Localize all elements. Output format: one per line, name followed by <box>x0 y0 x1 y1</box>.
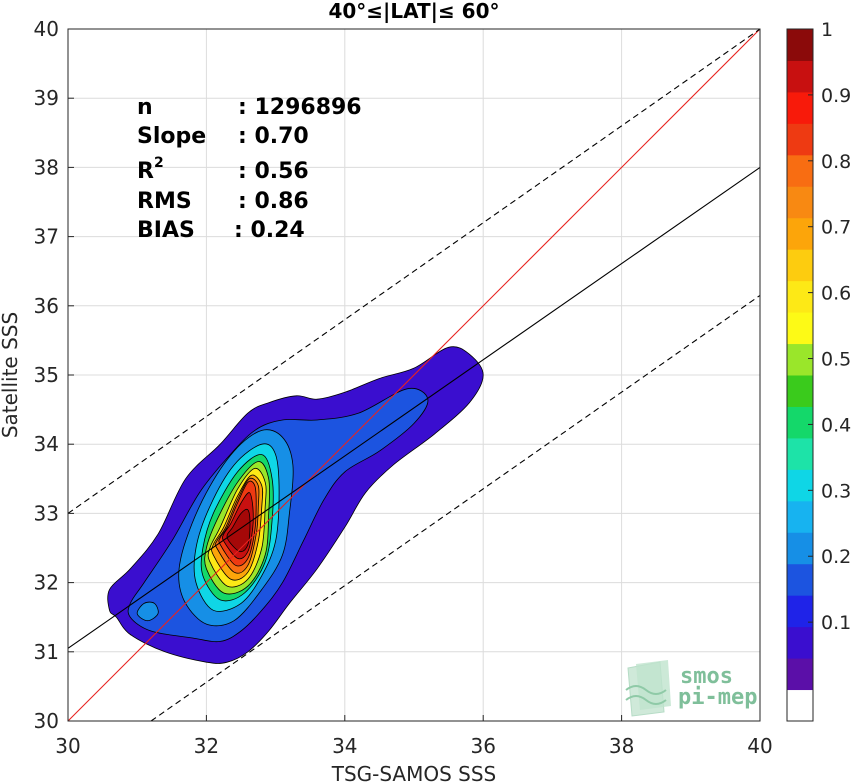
logo-emblem-icon <box>625 660 671 717</box>
colorbar <box>786 28 814 722</box>
contour-level-0.97 <box>226 508 251 553</box>
colorbar-segment <box>787 469 813 502</box>
y-tick-label: 33 <box>34 501 59 525</box>
colorbar-segment <box>787 532 813 565</box>
colorbar-tick-label: 0.8 <box>821 151 851 173</box>
smos-pi-mep-logo: smos pi-mep <box>625 660 757 717</box>
y-tick-label: 37 <box>34 225 59 249</box>
y-tick-label: 35 <box>34 363 59 387</box>
y-axis-label: Satellite SSS <box>0 312 22 438</box>
colorbar-tick-label: 0.4 <box>821 414 851 436</box>
colorbar-tick-label: 1 <box>821 19 833 41</box>
logo-line1: smos <box>680 664 733 689</box>
stat-value: : 1296896 <box>238 95 362 120</box>
x-tick-label: 32 <box>194 734 219 758</box>
x-tick-label: 30 <box>55 734 80 758</box>
chart-title: 40°≤|LAT|≤ 60° <box>328 0 499 23</box>
y-axis-ticks: 30 31 32 33 34 35 36 37 38 39 40 <box>34 17 74 733</box>
stat-value: : 0.56 <box>238 159 309 184</box>
line-upper-bound <box>67 28 761 514</box>
colorbar-frame <box>786 28 814 722</box>
x-axis-ticks: 30 32 34 36 38 40 <box>55 715 773 758</box>
x-tick-label: 40 <box>747 734 772 758</box>
x-axis-label: TSG-SAMOS SSS <box>331 762 497 784</box>
colorbar-segment <box>787 217 813 250</box>
y-tick-label: 34 <box>34 432 59 456</box>
y-tick-label: 40 <box>34 17 59 41</box>
stat-label: n <box>137 95 153 120</box>
reference-lines <box>67 28 761 722</box>
line-lower-bound <box>150 294 761 722</box>
contour-blob-0.25 <box>136 601 159 622</box>
colorbar-segment <box>787 91 813 124</box>
x-tick-label: 34 <box>332 734 357 758</box>
y-tick-label: 36 <box>34 294 59 318</box>
colorbar-tick-label: 0.3 <box>821 480 851 502</box>
colorbar-segment <box>787 312 813 345</box>
colorbar-segment <box>787 406 813 439</box>
x-tick-label: 38 <box>609 734 634 758</box>
colorbar-segment <box>787 186 813 219</box>
stat-label: RMS <box>137 189 192 214</box>
colorbar-segment <box>787 437 813 470</box>
stat-value: : 0.86 <box>238 189 309 214</box>
colorbar-segment <box>787 626 813 659</box>
line-regression <box>67 166 761 649</box>
y-tick-label: 32 <box>34 571 59 595</box>
y-tick-label: 39 <box>34 86 59 110</box>
colorbar-segment <box>787 280 813 313</box>
logo-line2: pi-mep <box>678 685 757 710</box>
colorbar-segment <box>787 658 813 691</box>
colorbar-segment <box>787 500 813 533</box>
density-contours <box>107 346 484 664</box>
colorbar-segment <box>787 29 813 61</box>
colorbar-tick-label: 0.2 <box>821 546 851 568</box>
colorbar-ticks: 0.1 0.2 0.3 0.4 0.5 0.6 0.7 0.8 0.9 1 <box>808 19 851 634</box>
x-tick-label: 36 <box>470 734 495 758</box>
colorbar-tick-label: 0.5 <box>821 349 851 371</box>
colorbar-segment <box>787 154 813 187</box>
colorbar-segment <box>787 689 813 722</box>
y-tick-label: 30 <box>34 709 59 733</box>
line-one-to-one <box>67 28 761 722</box>
stat-value: : 0.24 <box>234 218 305 243</box>
colorbar-segment <box>787 123 813 156</box>
colorbar-tick-label: 0.9 <box>821 85 851 107</box>
stat-label: BIAS <box>137 218 195 243</box>
colorbar-tick-label: 0.7 <box>821 217 851 239</box>
colorbar-segment <box>787 375 813 407</box>
colorbar-segment <box>787 60 813 93</box>
colorbar-segment <box>787 343 813 376</box>
stat-label: Slope <box>137 124 206 149</box>
stat-label-superscript: 2 <box>154 155 164 171</box>
y-tick-label: 38 <box>34 155 59 179</box>
colorbar-tick-label: 0.1 <box>821 612 851 634</box>
colorbar-segment <box>787 563 813 596</box>
y-tick-label: 31 <box>34 640 59 664</box>
colorbar-tick-label: 0.6 <box>821 283 851 305</box>
colorbar-segment <box>787 249 813 282</box>
stat-value: : 0.70 <box>238 124 309 149</box>
